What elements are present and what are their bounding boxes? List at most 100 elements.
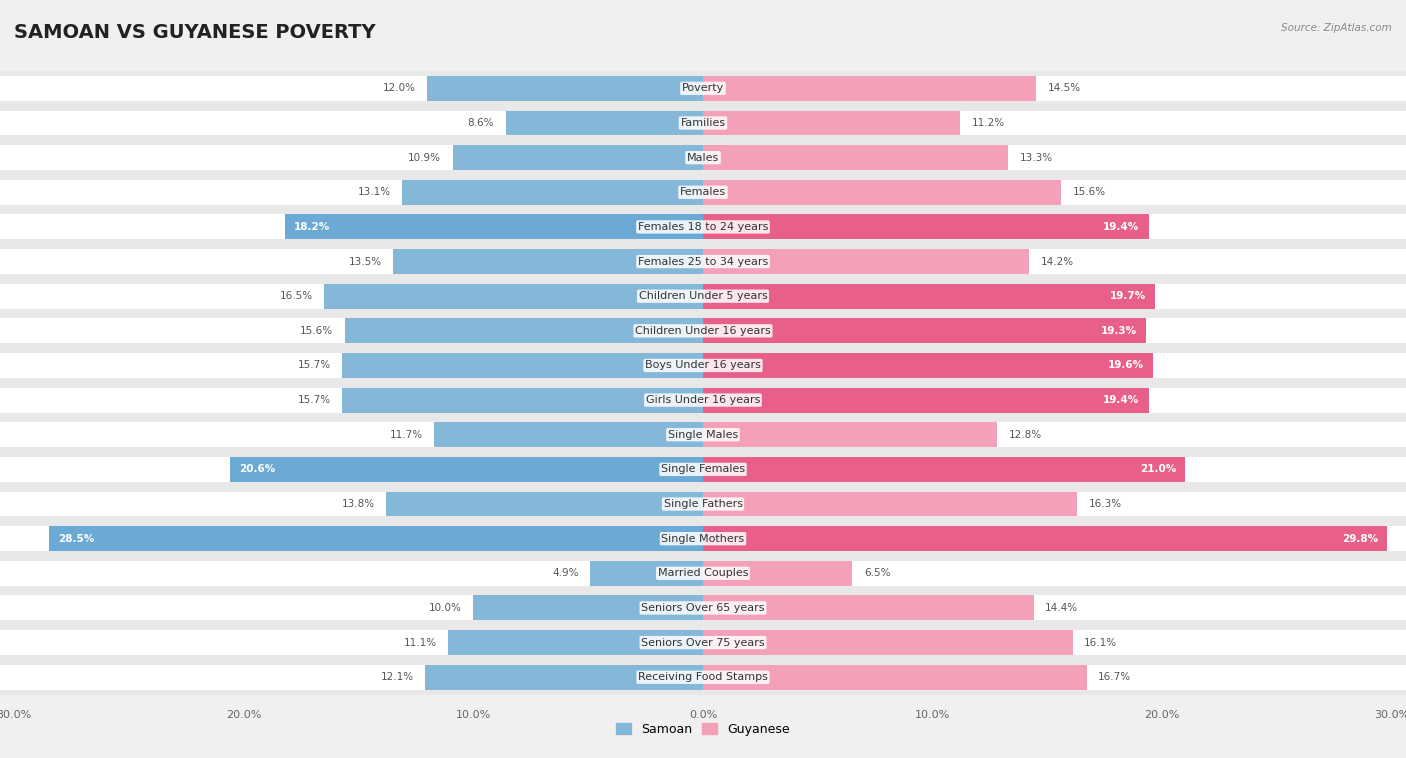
Bar [703,457,1185,482]
Bar [387,491,703,516]
Bar [474,596,703,620]
Text: Seniors Over 65 years: Seniors Over 65 years [641,603,765,613]
Bar [343,387,703,412]
Bar [402,180,703,205]
Bar [0,140,1406,175]
Text: 16.7%: 16.7% [1098,672,1130,682]
Bar [343,353,703,378]
Bar [0,146,1406,170]
Bar [591,561,703,586]
Bar [0,418,1406,452]
Text: 18.2%: 18.2% [294,222,330,232]
Text: 16.1%: 16.1% [1084,637,1118,647]
Bar [0,175,1406,210]
Bar [0,318,1406,343]
Bar [703,491,1077,516]
Text: Families: Families [681,118,725,128]
Text: Source: ZipAtlas.com: Source: ZipAtlas.com [1281,23,1392,33]
Bar [703,630,1073,655]
Bar [0,279,1406,314]
Text: SAMOAN VS GUYANESE POVERTY: SAMOAN VS GUYANESE POVERTY [14,23,375,42]
Bar [0,422,1406,447]
Bar [449,630,703,655]
Text: 19.4%: 19.4% [1104,395,1139,405]
Text: 10.0%: 10.0% [429,603,461,613]
Text: 15.6%: 15.6% [1073,187,1107,197]
Bar [323,283,703,309]
Bar [703,283,1156,309]
Bar [0,457,1406,482]
Bar [703,561,852,586]
Text: Boys Under 16 years: Boys Under 16 years [645,361,761,371]
Text: Single Mothers: Single Mothers [661,534,745,543]
Bar [48,526,703,551]
Text: Receiving Food Stamps: Receiving Food Stamps [638,672,768,682]
Text: 16.3%: 16.3% [1088,499,1122,509]
Text: 6.5%: 6.5% [863,568,890,578]
Bar [453,146,703,170]
Bar [703,180,1062,205]
Text: Married Couples: Married Couples [658,568,748,578]
Bar [0,630,1406,655]
Bar [285,215,703,240]
Text: 12.8%: 12.8% [1008,430,1042,440]
Text: 15.7%: 15.7% [298,395,330,405]
Bar [0,556,1406,590]
Text: 11.7%: 11.7% [389,430,423,440]
Text: 28.5%: 28.5% [58,534,94,543]
Bar [703,353,1153,378]
Bar [0,596,1406,620]
Bar [703,318,1146,343]
Text: 20.6%: 20.6% [239,465,276,475]
Bar [392,249,703,274]
Bar [0,590,1406,625]
Text: 19.7%: 19.7% [1109,291,1146,301]
Bar [0,348,1406,383]
Text: 14.4%: 14.4% [1045,603,1078,613]
Text: Seniors Over 75 years: Seniors Over 75 years [641,637,765,647]
Text: 12.1%: 12.1% [381,672,413,682]
Text: 14.5%: 14.5% [1047,83,1081,93]
Text: 19.3%: 19.3% [1101,326,1137,336]
Text: Girls Under 16 years: Girls Under 16 years [645,395,761,405]
Text: 15.7%: 15.7% [298,361,330,371]
Bar [0,625,1406,660]
Text: 4.9%: 4.9% [553,568,579,578]
Bar [0,487,1406,522]
Bar [0,452,1406,487]
Bar [0,249,1406,274]
Text: 19.6%: 19.6% [1108,361,1144,371]
Text: Single Fathers: Single Fathers [664,499,742,509]
Text: Females 25 to 34 years: Females 25 to 34 years [638,256,768,267]
Bar [344,318,703,343]
Text: 13.1%: 13.1% [357,187,391,197]
Text: 19.4%: 19.4% [1104,222,1139,232]
Bar [703,215,1149,240]
Bar [231,457,703,482]
Bar [0,215,1406,240]
Bar [0,491,1406,516]
Bar [0,180,1406,205]
Text: 14.2%: 14.2% [1040,256,1074,267]
Text: 13.8%: 13.8% [342,499,374,509]
Bar [0,283,1406,309]
Bar [0,387,1406,412]
Bar [0,314,1406,348]
Text: 16.5%: 16.5% [280,291,312,301]
Text: 29.8%: 29.8% [1343,534,1378,543]
Text: 8.6%: 8.6% [468,118,494,128]
Bar [703,146,1008,170]
Text: 13.3%: 13.3% [1019,152,1053,163]
Bar [0,76,1406,101]
Text: Females: Females [681,187,725,197]
Bar [0,210,1406,244]
Text: Males: Males [688,152,718,163]
Bar [703,387,1149,412]
Bar [703,249,1029,274]
Text: 15.6%: 15.6% [299,326,333,336]
Bar [0,111,1406,136]
Bar [0,522,1406,556]
Bar [0,526,1406,551]
Bar [0,665,1406,690]
Bar [0,383,1406,418]
